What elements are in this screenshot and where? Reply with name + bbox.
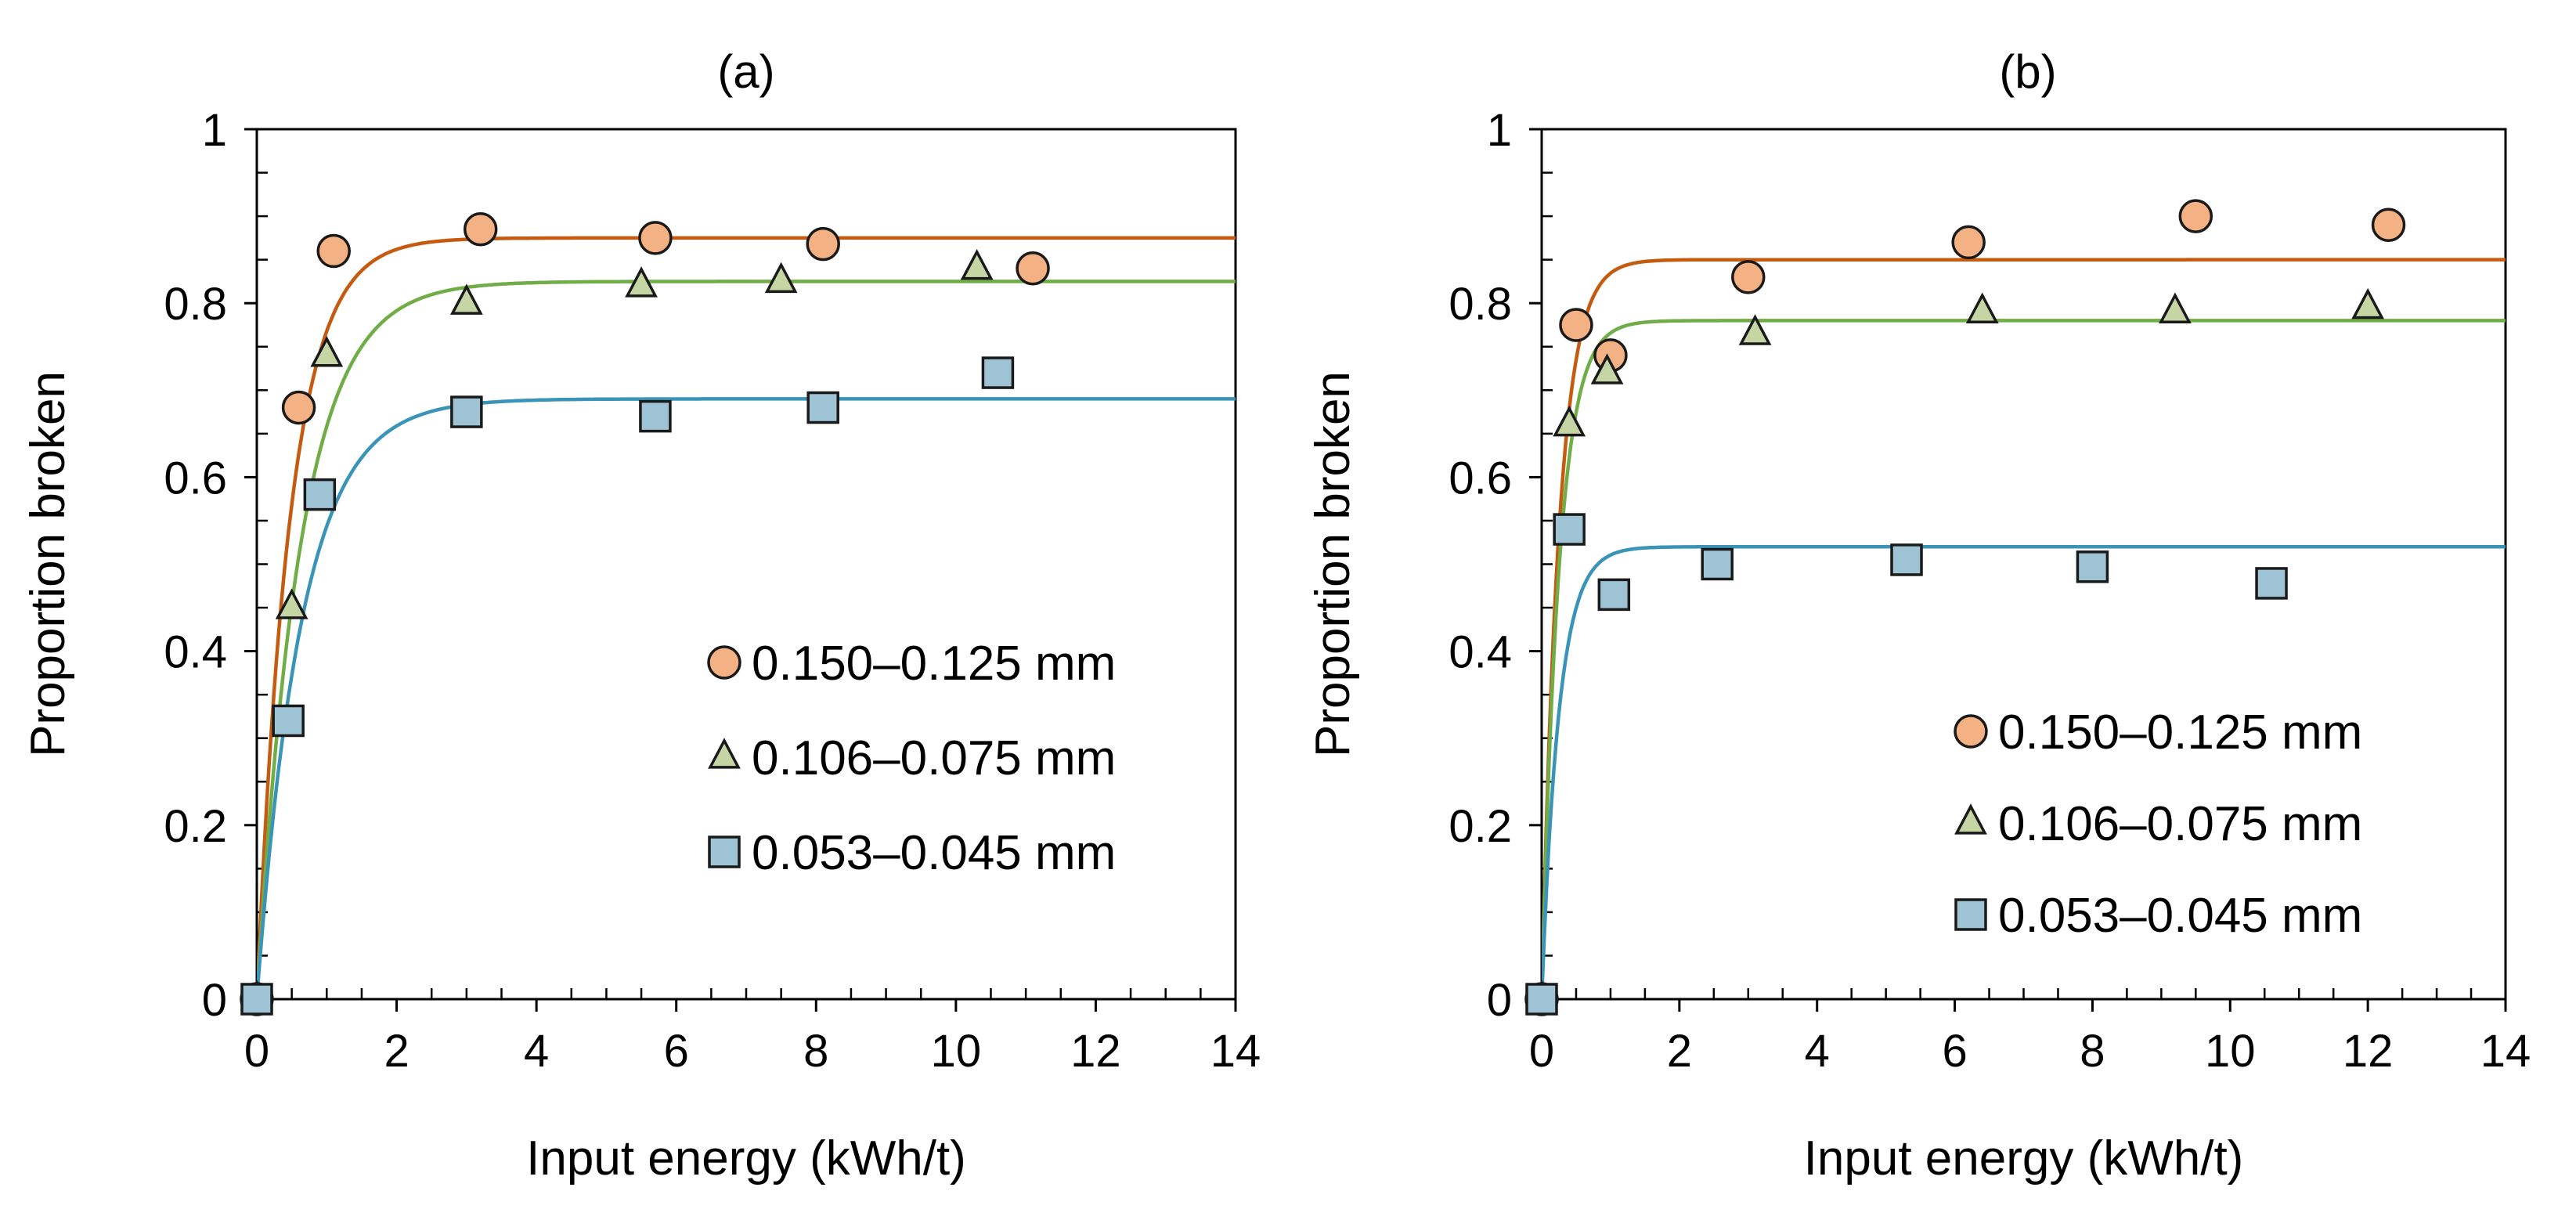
data-point <box>1016 251 1050 286</box>
y-tick-label: 0.4 <box>164 627 227 678</box>
y-axis-label: Proportion broken <box>1306 371 1360 757</box>
data-point <box>272 704 305 738</box>
legend-marker-triangle <box>1954 803 1987 835</box>
data-point <box>1951 225 1986 260</box>
data-point <box>240 983 273 1016</box>
y-tick-label: 1 <box>1487 105 1512 156</box>
legend: 0.150–0.125 mm 0.106–0.075 mm 0.053–0.045 … <box>1954 706 2362 943</box>
data-point <box>1890 543 1923 576</box>
data-point <box>981 356 1015 389</box>
data-point <box>316 233 351 269</box>
data-point <box>281 390 316 425</box>
series-1-points <box>240 212 1050 1016</box>
data-point <box>960 248 994 280</box>
chart-title: (a) <box>717 45 774 98</box>
legend: 0.150–0.125 mm 0.106–0.075 mm 0.053–0.045 … <box>707 637 1116 880</box>
x-tick-label: 0 <box>1529 1026 1554 1077</box>
x-tick-label: 8 <box>2080 1026 2105 1077</box>
y-tick-label: 0 <box>1487 975 1512 1026</box>
legend-marker-triangle <box>708 738 741 769</box>
x-axis-label: Input energy (kWh/t) <box>1804 1131 2244 1186</box>
data-point <box>303 478 337 511</box>
legend-label: 0.053–0.045 mm <box>1998 889 2362 943</box>
x-axis-label: Input energy (kWh/t) <box>526 1131 966 1186</box>
fit-line-series-3 <box>257 397 1236 999</box>
y-tick-label: 0.2 <box>164 801 227 852</box>
legend-marker-square <box>708 835 741 868</box>
data-point <box>450 395 483 428</box>
x-tick-label: 10 <box>931 1026 982 1077</box>
data-point <box>2371 208 2406 242</box>
y-axis-label: Proportion broken <box>21 371 75 757</box>
y-tick-label: 0.8 <box>164 279 227 330</box>
data-point <box>806 226 840 262</box>
data-point <box>639 399 672 433</box>
legend-label: 0.053–0.045 mm <box>752 826 1116 880</box>
x-tick-label: 12 <box>2343 1026 2394 1077</box>
y-tick-label: 0.6 <box>1449 453 1512 503</box>
x-tick-label: 6 <box>664 1026 689 1077</box>
fit-line-series-2 <box>257 280 1236 999</box>
fit-line-series-2 <box>1542 319 2506 999</box>
data-point <box>2076 550 2109 583</box>
x-tick-label: 12 <box>1070 1026 1121 1077</box>
y-tick-label: 1 <box>202 105 227 156</box>
series-3-points <box>240 356 1015 1016</box>
y-tick-label: 0.6 <box>164 453 227 503</box>
x-tick-label: 14 <box>1210 1026 1261 1077</box>
legend-label: 0.150–0.125 mm <box>1998 706 2362 760</box>
legend-marker-square <box>1954 898 1987 931</box>
series-2-points <box>240 248 994 1011</box>
data-point <box>2159 292 2192 323</box>
legend-label: 0.106–0.075 mm <box>752 731 1116 785</box>
data-point <box>463 212 498 247</box>
data-point <box>806 391 839 424</box>
data-point <box>1701 547 1734 581</box>
data-point <box>449 283 483 315</box>
x-tick-label: 0 <box>244 1026 269 1077</box>
x-tick-label: 14 <box>2480 1026 2531 1077</box>
y-tick-label: 0.8 <box>1449 279 1512 330</box>
data-point <box>310 336 344 367</box>
data-point <box>1590 353 1624 384</box>
data-point <box>1553 405 1586 437</box>
data-point <box>1559 308 1593 342</box>
legend-marker-circle <box>707 645 741 680</box>
y-tick-label: 0.2 <box>1449 801 1512 852</box>
fit-line-series-1 <box>257 236 1236 999</box>
x-tick-label: 4 <box>1805 1026 1830 1077</box>
data-point <box>275 588 308 619</box>
data-point <box>638 221 673 255</box>
chart-title: (b) <box>1999 45 2056 98</box>
data-point <box>1965 292 1999 323</box>
data-point <box>1738 314 1772 345</box>
y-tick-label: 0 <box>202 975 227 1026</box>
legend-label: 0.150–0.125 mm <box>752 637 1116 691</box>
data-point <box>764 262 798 294</box>
x-tick-label: 10 <box>2205 1026 2256 1077</box>
legend-marker-circle <box>1954 714 1988 749</box>
fit-line-series-3 <box>1542 545 2506 999</box>
data-point <box>1525 983 1558 1016</box>
data-point <box>1731 260 1766 294</box>
data-point <box>2178 199 2213 233</box>
y-tick-label: 0.4 <box>1449 627 1512 678</box>
data-point <box>2351 287 2385 319</box>
data-point <box>1553 513 1586 546</box>
data-point <box>1597 578 1631 612</box>
fit-line-series-1 <box>1542 258 2506 999</box>
data-point <box>2255 567 2288 600</box>
series-3-points <box>1525 513 2288 1016</box>
x-tick-label: 2 <box>384 1026 409 1077</box>
data-point <box>625 266 658 298</box>
x-tick-label: 8 <box>803 1026 828 1077</box>
x-tick-label: 2 <box>1667 1026 1692 1077</box>
x-tick-label: 6 <box>1942 1026 1967 1077</box>
legend-label: 0.106–0.075 mm <box>1998 797 2362 851</box>
x-tick-label: 4 <box>524 1026 549 1077</box>
